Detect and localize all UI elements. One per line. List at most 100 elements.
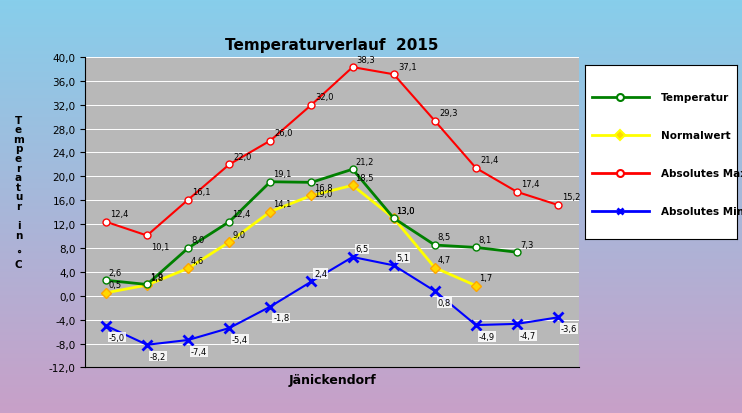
Line: Normalwert: Normalwert xyxy=(102,183,479,297)
Text: 16,1: 16,1 xyxy=(192,188,211,197)
Temperatur xyxy=(225,220,234,225)
Title: Temperaturverlauf  2015: Temperaturverlauf 2015 xyxy=(226,38,439,52)
Temperatur xyxy=(471,245,480,250)
Text: 0,8: 0,8 xyxy=(438,298,451,307)
Absolutes Min xyxy=(390,263,398,268)
Temperatur xyxy=(348,167,357,172)
Text: 19,0: 19,0 xyxy=(315,190,332,199)
Temperatur xyxy=(102,278,111,283)
Text: 0,5: 0,5 xyxy=(108,280,122,290)
Text: 12,4: 12,4 xyxy=(110,210,128,218)
Normalwert xyxy=(266,210,275,215)
Absolutes Max xyxy=(102,220,111,225)
Text: 7,3: 7,3 xyxy=(520,240,533,249)
Absolutes Min xyxy=(142,342,151,347)
Absolutes Min xyxy=(102,323,111,328)
Text: 2,6: 2,6 xyxy=(108,268,122,277)
Text: Absolutes Min: Absolutes Min xyxy=(661,207,742,217)
Text: 2,4: 2,4 xyxy=(315,269,327,278)
Text: -3,6: -3,6 xyxy=(561,324,577,333)
Absolutes Min xyxy=(554,315,562,320)
Text: -8,2: -8,2 xyxy=(150,352,166,361)
Temperatur xyxy=(390,216,398,221)
Text: 4,6: 4,6 xyxy=(191,256,204,265)
Normalwert xyxy=(142,283,151,288)
Text: 9,0: 9,0 xyxy=(232,230,245,239)
Absolutes Min xyxy=(513,322,522,327)
Text: -1,8: -1,8 xyxy=(273,314,289,323)
Temperatur xyxy=(266,180,275,185)
Normalwert xyxy=(390,216,398,221)
Absolutes Max xyxy=(430,119,439,124)
Absolutes Max xyxy=(513,190,522,195)
Normalwert xyxy=(307,194,316,199)
Text: 13,0: 13,0 xyxy=(396,206,415,215)
Text: -7,4: -7,4 xyxy=(191,347,207,356)
Text: 29,3: 29,3 xyxy=(439,109,458,118)
Absolutes Max xyxy=(266,139,275,144)
Text: 4,7: 4,7 xyxy=(438,256,451,265)
Absolutes Min xyxy=(430,289,439,294)
Text: -5,4: -5,4 xyxy=(232,335,248,344)
Absolutes Max xyxy=(390,73,398,78)
Absolutes Min xyxy=(471,323,480,328)
Absolutes Min xyxy=(266,304,275,309)
Absolutes Max xyxy=(554,203,562,208)
Text: 8,1: 8,1 xyxy=(479,235,492,244)
Text: -4,9: -4,9 xyxy=(479,332,495,341)
Text: 26,0: 26,0 xyxy=(275,129,293,138)
Temperatur xyxy=(430,243,439,248)
Text: 12,4: 12,4 xyxy=(232,210,250,218)
Text: Temperatur: Temperatur xyxy=(661,93,729,102)
Normalwert xyxy=(348,183,357,188)
Text: 21,2: 21,2 xyxy=(355,157,374,166)
Text: 18,5: 18,5 xyxy=(355,173,374,183)
Text: 19,1: 19,1 xyxy=(273,170,292,179)
Text: 1,7: 1,7 xyxy=(479,273,492,282)
Temperatur xyxy=(513,250,522,255)
Line: Absolutes Min: Absolutes Min xyxy=(101,252,563,350)
Absolutes Max xyxy=(307,103,316,108)
Text: 38,3: 38,3 xyxy=(357,55,375,64)
Temperatur xyxy=(142,282,151,287)
Text: 21,4: 21,4 xyxy=(480,156,499,165)
Normalwert xyxy=(225,240,234,245)
Absolutes Min xyxy=(184,338,193,343)
Absolutes Max xyxy=(471,166,480,171)
Text: 32,0: 32,0 xyxy=(315,93,334,102)
Absolutes Max xyxy=(184,198,193,203)
Text: T
e
m
p
e
r
a
t
u
r

i
n

°
C: T e m p e r a t u r i n ° C xyxy=(13,115,24,269)
Absolutes Min xyxy=(225,326,234,331)
Normalwert xyxy=(430,266,439,271)
Text: 1,9: 1,9 xyxy=(150,272,163,281)
Absolutes Min xyxy=(348,255,357,260)
Normalwert xyxy=(184,266,193,271)
Line: Absolutes Max: Absolutes Max xyxy=(102,64,562,240)
Text: Normalwert: Normalwert xyxy=(661,131,730,140)
Text: 6,5: 6,5 xyxy=(355,245,369,254)
Absolutes Max xyxy=(225,163,234,168)
Absolutes Min xyxy=(307,279,316,284)
Text: Absolutes Max: Absolutes Max xyxy=(661,169,742,178)
Absolutes Max xyxy=(142,233,151,238)
Text: 13,0: 13,0 xyxy=(396,206,415,215)
Text: -4,7: -4,7 xyxy=(520,331,536,340)
Text: 15,2: 15,2 xyxy=(562,193,581,202)
Text: 17,4: 17,4 xyxy=(521,180,539,189)
Text: 37,1: 37,1 xyxy=(398,62,416,71)
Text: 10,1: 10,1 xyxy=(151,243,170,252)
Normalwert xyxy=(471,283,480,288)
Temperatur xyxy=(184,246,193,251)
Absolutes Max xyxy=(348,66,357,71)
Text: 8,0: 8,0 xyxy=(191,236,204,245)
X-axis label: Jänickendorf: Jänickendorf xyxy=(288,373,376,386)
Text: 5,1: 5,1 xyxy=(396,253,410,262)
Temperatur xyxy=(307,180,316,185)
Text: -5,0: -5,0 xyxy=(108,333,125,342)
Line: Temperatur: Temperatur xyxy=(102,166,521,288)
Text: 16,8: 16,8 xyxy=(315,183,333,192)
Text: 8,5: 8,5 xyxy=(438,233,451,242)
Normalwert xyxy=(102,291,111,296)
Text: 1,8: 1,8 xyxy=(150,273,163,282)
Text: 22,0: 22,0 xyxy=(234,152,252,161)
